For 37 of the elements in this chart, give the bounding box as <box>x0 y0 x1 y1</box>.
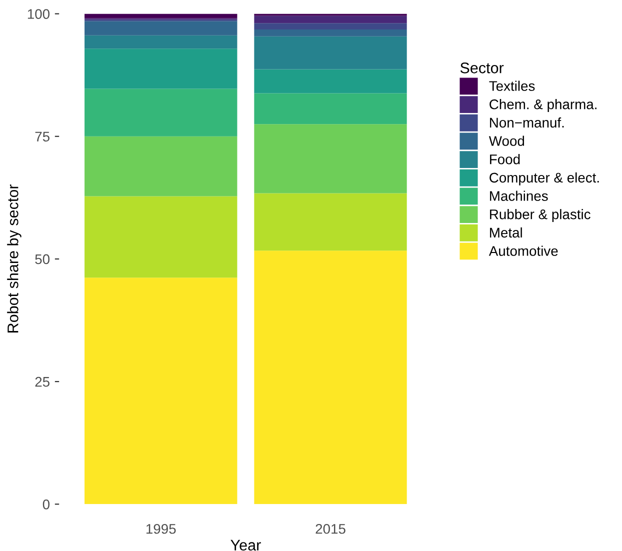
legend-label: Rubber & plastic <box>490 209 590 222</box>
bar <box>84 48 238 89</box>
legend-label: Computer & elect. <box>490 172 599 186</box>
bar <box>84 196 238 278</box>
bar <box>84 278 238 504</box>
y-tick-label: 100 <box>28 9 50 19</box>
y-tick-label: 50 <box>35 254 50 264</box>
legend-label: Food <box>490 154 520 164</box>
y-tick-label: 25 <box>35 376 50 387</box>
x-tick-label: 1995 <box>146 524 176 534</box>
bar <box>254 193 407 251</box>
bar <box>254 29 407 36</box>
bar <box>254 36 407 70</box>
x-axis-title: Year <box>230 540 261 551</box>
y-axis-title: Robot share by sector <box>7 184 22 332</box>
bar <box>84 88 238 136</box>
bar <box>254 23 407 30</box>
bar <box>84 136 238 196</box>
legend-label: Wood <box>488 136 524 146</box>
bar <box>254 16 407 24</box>
legend-label: Non−manuf. <box>490 117 564 128</box>
y-tick-label: 0 <box>42 500 50 510</box>
legend-label: Chem. & pharma. <box>490 99 596 112</box>
bar <box>254 69 407 94</box>
y-tick-label: 75 <box>35 132 50 142</box>
bar <box>84 35 238 49</box>
bar <box>254 124 407 194</box>
legend-label: Textiles <box>489 80 535 91</box>
legend-label: Machines <box>490 190 548 201</box>
bar <box>254 93 407 124</box>
bar <box>84 21 238 36</box>
legend-title: Sector <box>460 62 504 74</box>
bar <box>254 250 407 504</box>
legend-label: Automotive <box>488 246 558 256</box>
bar <box>84 14 238 18</box>
legend-label: Metal <box>490 227 522 238</box>
x-tick-label: 2015 <box>316 524 346 534</box>
